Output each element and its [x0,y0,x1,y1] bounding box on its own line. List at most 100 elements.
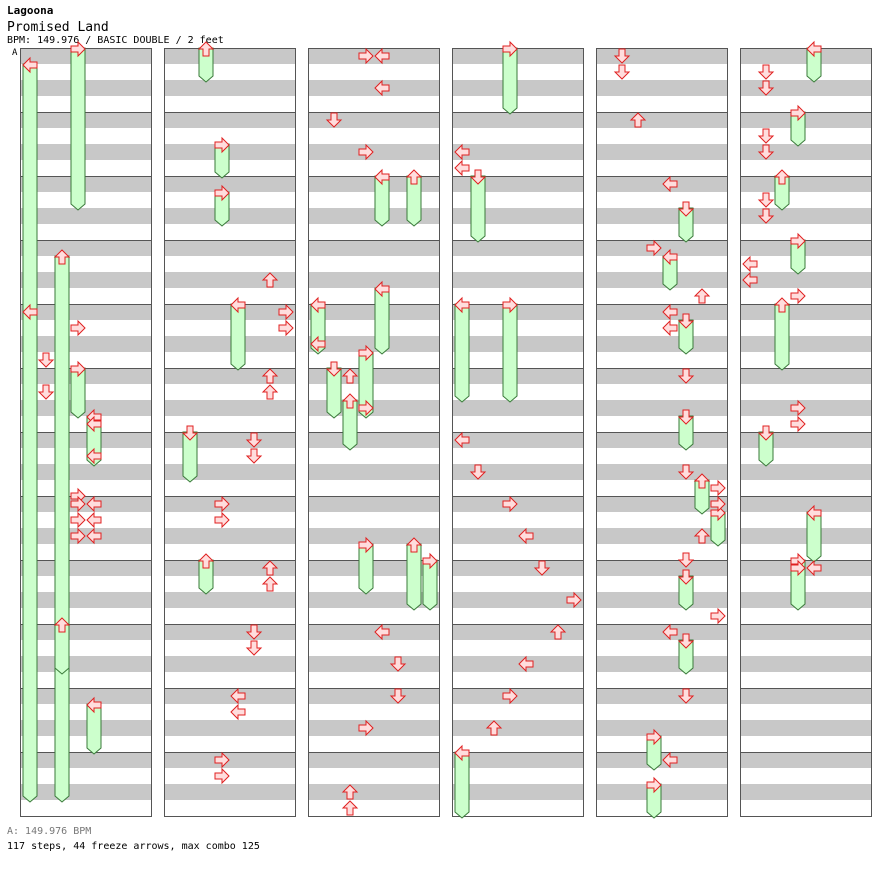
step-right-arrow-icon [70,511,86,529]
step-down-arrow-icon [245,624,263,640]
beat-stripe [740,304,872,320]
freeze-head-down-arrow-icon [677,569,695,585]
freeze-head-right-arrow-icon [790,104,806,122]
step-right-arrow-icon [790,399,806,417]
freeze-head-right-arrow-icon [646,776,662,794]
beat-stripe [596,560,728,576]
freeze-body [502,303,518,403]
freeze-arrow [773,169,791,211]
beat-stripe [596,368,728,384]
beat-stripe [452,304,584,320]
measure-box [452,752,584,817]
step-left-arrow-icon [22,303,38,321]
beat-stripe [740,176,872,192]
beat-stripe [596,336,728,352]
freeze-head-right-arrow-icon [422,552,438,570]
step-right-arrow-icon [358,47,374,65]
beat-stripe [452,400,584,416]
step-down-arrow-icon [533,560,551,576]
freeze-head-right-arrow-icon [70,360,86,378]
beat-stripe [740,208,872,224]
beat-stripe [20,400,152,416]
freeze-arrow [677,313,695,355]
freeze-head-left-arrow-icon [806,40,822,58]
step-down-arrow-icon [757,80,775,96]
step-down-arrow-icon [677,464,695,480]
step-right-arrow-icon [214,511,230,529]
beat-stripe [740,368,872,384]
freeze-head-up-arrow-icon [341,393,359,409]
beat-stripe [20,464,152,480]
step-right-arrow-icon [790,415,806,433]
step-down-arrow-icon [757,208,775,224]
beat-stripe [452,528,584,544]
beat-stripe [740,560,872,576]
step-left-arrow-icon [662,303,678,321]
beat-stripe [596,528,728,544]
chart-info: BPM: 149.976 / BASIC DOUBLE / 2 feet [7,35,224,46]
beat-stripe [20,208,152,224]
freeze-arrow [358,344,374,419]
beat-stripe [20,176,152,192]
step-left-arrow-icon [742,255,758,273]
freeze-body [182,431,198,483]
freeze-head-left-arrow-icon [662,248,678,266]
beat-stripe [308,48,440,64]
beat-stripe [452,656,584,672]
step-left-arrow-icon [310,335,326,353]
beat-stripe [308,656,440,672]
beat-stripe [164,560,296,576]
step-right-arrow-icon [566,591,582,609]
step-up-arrow-icon [629,112,647,128]
freeze-head-down-arrow-icon [677,409,695,425]
beat-stripe [308,528,440,544]
beat-stripe [20,304,152,320]
beat-stripe [308,336,440,352]
beat-stripe [452,560,584,576]
beat-stripe [164,176,296,192]
beat-stripe [20,560,152,576]
step-left-arrow-icon [374,47,390,65]
step-up-arrow-icon [693,288,711,304]
freeze-head-down-arrow-icon [677,201,695,217]
step-right-arrow-icon [70,527,86,545]
freeze-arrow [790,232,806,275]
beat-stripe [596,400,728,416]
step-down-arrow-icon [757,192,775,208]
freeze-body [22,63,38,803]
beat-stripe [740,272,872,288]
freeze-arrow [677,633,695,675]
freeze-body [678,575,694,611]
freeze-arrow [341,393,359,451]
artist-name: Lagoona [7,4,54,17]
beat-stripe [308,624,440,640]
beat-stripe [164,496,296,512]
freeze-arrow [214,136,230,179]
beat-stripe [308,304,440,320]
freeze-arrow [677,409,695,451]
step-down-arrow-icon [245,640,263,656]
step-right-arrow-icon [790,559,806,577]
freeze-arrow [197,41,215,83]
step-left-arrow-icon [454,143,470,161]
step-right-arrow-icon [646,239,662,257]
beat-stripe [20,752,152,768]
song-title: Promised Land [7,20,109,35]
freeze-head-left-arrow-icon [374,168,390,186]
freeze-arrow [325,361,343,419]
beat-stripe [596,432,728,448]
chart-column [20,48,152,817]
step-right-arrow-icon [214,751,230,769]
beat-stripe [740,592,872,608]
step-right-arrow-icon [790,287,806,305]
freeze-arrow [405,537,423,611]
step-up-arrow-icon [261,576,279,592]
step-down-arrow-icon [677,688,695,704]
beat-stripe [452,368,584,384]
freeze-arrow [358,536,374,595]
freeze-head-left-arrow-icon [86,696,102,714]
freeze-arrow [230,296,246,371]
beat-stripe [596,464,728,480]
freeze-body [774,303,790,371]
beat-stripe [164,688,296,704]
